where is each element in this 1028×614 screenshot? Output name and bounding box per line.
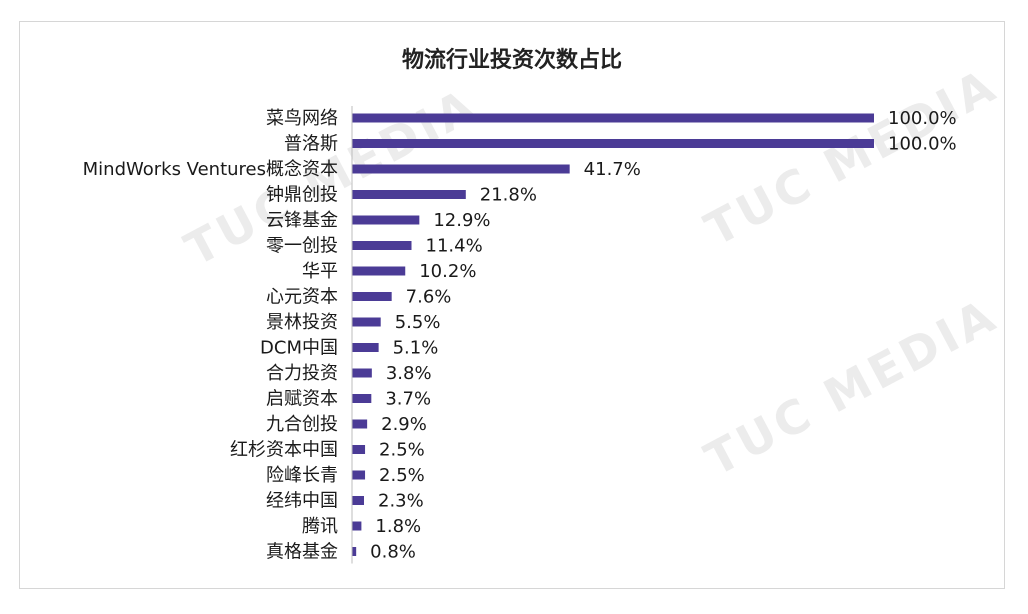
bar — [352, 266, 406, 276]
value-label: 2.9% — [381, 414, 427, 435]
bar — [352, 368, 372, 378]
category-label: 险峰长青 — [266, 465, 338, 486]
bar — [352, 139, 874, 148]
bar — [352, 419, 368, 429]
value-label: 100.0% — [888, 134, 957, 155]
category-label: 九合创投 — [266, 414, 338, 435]
value-label: 2.3% — [378, 491, 424, 512]
bar — [352, 215, 420, 225]
category-label: 合力投资 — [266, 363, 338, 384]
value-label: 2.5% — [379, 465, 425, 486]
category-label: MindWorks Ventures概念资本 — [83, 158, 338, 180]
category-label: 腾讯 — [302, 516, 338, 537]
bar — [352, 343, 379, 352]
value-labels: 100.0% 100.0% 41.7% 21.8% 12.9% 11.4% 10.2% 7.6… — [370, 108, 956, 563]
category-label: 云锋基金 — [266, 210, 338, 231]
value-label: 7.6% — [406, 287, 452, 308]
bar — [352, 317, 381, 327]
value-label: 10.2% — [419, 261, 476, 282]
bars — [352, 113, 874, 556]
value-label: 1.8% — [375, 516, 421, 537]
category-label: 华平 — [302, 261, 338, 282]
value-label: 41.7% — [584, 159, 641, 180]
bar — [352, 547, 357, 556]
bar — [352, 190, 466, 199]
category-label: 景林投资 — [266, 312, 338, 333]
category-label: 普洛斯 — [284, 134, 338, 155]
category-label: 菜鸟网络 — [266, 108, 338, 129]
category-label: 零一创投 — [266, 236, 338, 257]
category-label: 心元资本 — [266, 287, 338, 308]
bar — [352, 445, 366, 454]
bar — [352, 521, 362, 531]
value-label: 12.9% — [433, 210, 490, 231]
bar — [352, 470, 366, 480]
bar — [352, 496, 365, 505]
value-label: 11.4% — [426, 236, 483, 257]
bar — [352, 164, 570, 174]
category-label: 红杉资本中国 — [230, 440, 338, 461]
category-label: 钟鼎创投 — [266, 185, 338, 206]
value-label: 0.8% — [370, 542, 416, 563]
value-label: 3.8% — [386, 363, 432, 384]
value-label: 21.8% — [480, 185, 537, 206]
bar — [352, 241, 412, 250]
value-label: 5.1% — [393, 338, 439, 359]
bar — [352, 113, 874, 123]
chart-title: 物流行业投资次数占比 — [401, 48, 622, 73]
value-label: 3.7% — [385, 389, 431, 410]
value-label: 5.5% — [395, 312, 441, 333]
category-label: 启赋资本 — [266, 389, 338, 410]
bar — [352, 292, 392, 301]
bar — [352, 394, 372, 403]
category-label: 真格基金 — [266, 542, 338, 563]
category-label: 经纬中国 — [266, 491, 338, 512]
value-label: 2.5% — [379, 440, 425, 461]
category-label: DCM中国 — [260, 338, 338, 359]
value-label: 100.0% — [888, 108, 957, 129]
